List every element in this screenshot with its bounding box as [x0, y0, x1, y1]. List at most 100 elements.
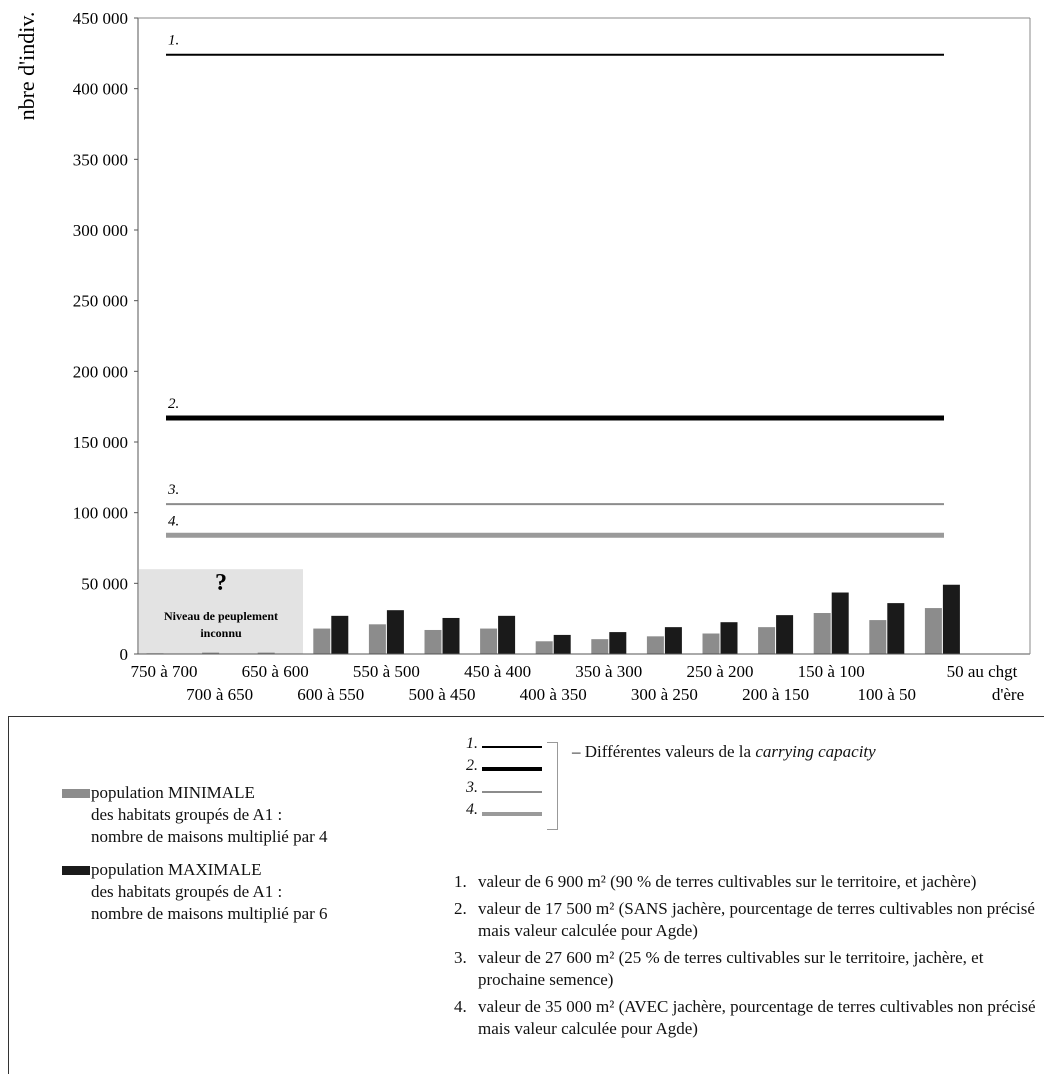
legend-label-max: population MAXIMALE des habitats groupés… [91, 859, 328, 925]
x-tick-label-row1: 750 à 700 [130, 662, 197, 681]
bar-max [942, 584, 960, 654]
x-tick-label-row1: 350 à 300 [575, 662, 642, 681]
y-tick-label: 50 000 [81, 574, 128, 593]
x-tick-label-row1: 650 à 600 [242, 662, 309, 681]
bar-max [720, 622, 738, 654]
x-tick-label-row2: 600 à 550 [297, 685, 364, 704]
bar-max [331, 615, 349, 654]
capacity-line-label-1: 1. [168, 33, 179, 49]
unknown-zone-text-line1: Niveau de peuplement [164, 609, 278, 623]
line-key-2: 2. [466, 757, 478, 774]
line-key-3: 3. [466, 779, 478, 796]
x-tick-label-row1: 250 à 200 [686, 662, 753, 681]
bar-max [831, 592, 849, 654]
line-sample-3 [482, 791, 542, 793]
x-tick-label-row1: 150 à 100 [798, 662, 865, 681]
y-axis-label: nbre d'indiv. [14, 12, 39, 121]
bar-max [609, 632, 627, 654]
y-tick-label: 150 000 [73, 433, 128, 452]
bar-min [869, 620, 887, 654]
line-sample-4 [482, 812, 542, 816]
legend-max-line2: des habitats groupés de A1 : [91, 882, 283, 901]
line-sample-2 [482, 767, 542, 771]
carrying-capacity-lines: 1. 2. 3. 4. [166, 33, 944, 538]
capacity-prefix: Différentes valeurs de la [584, 742, 756, 761]
note-text: valeur de 27 600 m² (25 % de terres cult… [478, 948, 984, 989]
bar-max [887, 603, 905, 654]
y-tick-label: 100 000 [73, 504, 128, 523]
capacity-notes: 1. valeur de 6 900 m² (90 % de terres cul… [454, 871, 1039, 1045]
bar-min [758, 627, 776, 654]
x-tick-label-row1: 550 à 500 [353, 662, 420, 681]
capacity-line-label-3: 3. [167, 482, 179, 498]
y-tick-labels: 0 50 000 100 000 150 000 200 000 250 000 300 0… [73, 9, 138, 664]
question-mark: ? [215, 570, 227, 596]
note-number: 3. [454, 948, 467, 967]
y-tick-label: 400 000 [73, 80, 128, 99]
note-number: 1. [454, 872, 467, 891]
bar-min [646, 636, 664, 654]
capacity-line-label-2: 2. [168, 396, 179, 412]
bars [146, 584, 960, 655]
legend-min-line1: population MINIMALE [91, 783, 255, 802]
bar-min [535, 641, 553, 654]
legend-min-line3: nombre de maisons multiplié par 4 [91, 827, 328, 846]
carrying-capacity-label: – Différentes valeurs de la carrying cap… [572, 742, 876, 761]
bar-min [480, 628, 498, 654]
bar-min [368, 624, 386, 654]
x-tick-label-row2: 400 à 350 [520, 685, 587, 704]
line-key-1: 1. [466, 735, 478, 752]
y-tick-label: 350 000 [73, 150, 128, 169]
capacity-line-label-4: 4. [168, 513, 179, 529]
bar-min [924, 608, 942, 654]
unknown-zone-text-line2: inconnu [200, 626, 242, 640]
note-item-2: 2. valeur de 17 500 m² (SANS jachère, pou… [454, 898, 1039, 942]
bar-max [553, 634, 571, 654]
bar-max [498, 615, 516, 654]
legend-swatch-max [62, 866, 90, 875]
capacity-emph: carrying capacity [755, 742, 876, 761]
note-number: 2. [454, 899, 467, 918]
bar-min [202, 652, 220, 654]
legend-min-line2: des habitats groupés de A1 : [91, 805, 283, 824]
bar-max [442, 617, 460, 654]
bar-min [591, 639, 609, 654]
unknown-zone-background [139, 569, 303, 654]
note-text: valeur de 17 500 m² (SANS jachère, pourc… [478, 899, 1035, 940]
x-tick-label-row1: 50 au chgt [947, 662, 1018, 681]
line-legend-bracket [547, 742, 558, 830]
legend-max-line3: nombre de maisons multiplié par 6 [91, 904, 328, 923]
note-number: 4. [454, 997, 467, 1016]
x-tick-label-row2: d'ère [992, 685, 1024, 704]
x-tick-label-row1: 450 à 400 [464, 662, 531, 681]
note-item-3: 3. valeur de 27 600 m² (25 % de terres cu… [454, 947, 1039, 991]
y-tick-label: 0 [120, 645, 129, 664]
bar-max [386, 610, 404, 654]
legend-swatch-min [62, 789, 90, 798]
axes [137, 17, 1031, 655]
note-text: valeur de 35 000 m² (AVEC jachère, pourc… [478, 997, 1036, 1038]
x-tick-label-row2: 500 à 450 [408, 685, 475, 704]
bar-min [702, 633, 720, 654]
y-tick-label: 450 000 [73, 9, 128, 28]
population-chart: ? Niveau de peuplement inconnu 1. 2. 3. 4. 0 5… [14, 9, 1031, 704]
legend-label-min: population MINIMALE des habitats groupés… [91, 782, 328, 848]
bar-max [664, 627, 682, 654]
x-tick-label-row2: 300 à 250 [631, 685, 698, 704]
y-tick-label: 300 000 [73, 221, 128, 240]
bar-max [776, 615, 794, 654]
note-item-4: 4. valeur de 35 000 m² (AVEC jachère, pou… [454, 996, 1039, 1040]
note-text: valeur de 6 900 m² (90 % de terres culti… [478, 872, 977, 891]
y-tick-label: 200 000 [73, 362, 128, 381]
bar-min [813, 613, 831, 654]
line-sample-1 [482, 746, 542, 748]
x-tick-label-row2: 100 à 50 [858, 685, 917, 704]
y-tick-label: 250 000 [73, 292, 128, 311]
x-tick-label-row2: 700 à 650 [186, 685, 253, 704]
x-tick-label-row2: 200 à 150 [742, 685, 809, 704]
bar-min [424, 629, 442, 654]
line-key-4: 4. [466, 801, 478, 818]
x-tick-labels: 750 à 700 650 à 600 550 à 500 450 à 400 350 … [130, 662, 1024, 704]
bar-min [257, 652, 275, 654]
legend-max-line1: population MAXIMALE [91, 860, 262, 879]
